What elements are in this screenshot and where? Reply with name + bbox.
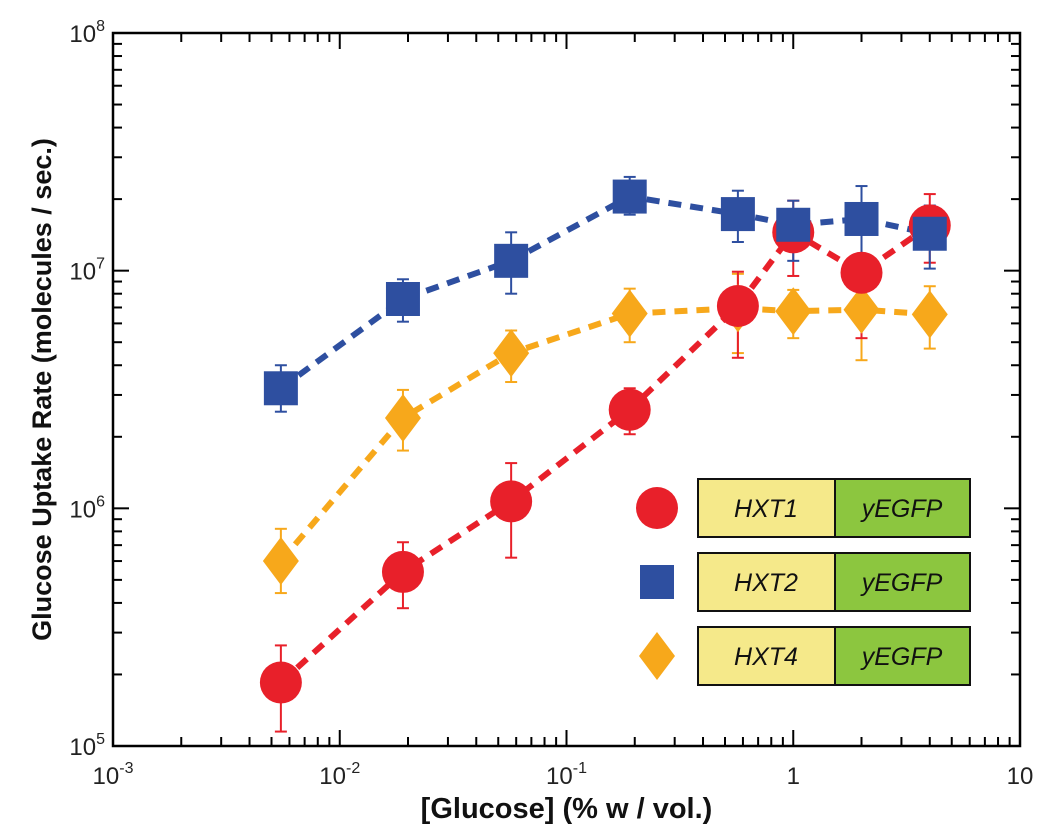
series-line-hxt2 [279, 193, 931, 391]
legend-gfp-label: yEGFP [860, 495, 943, 523]
legend-gfp-box [834, 478, 971, 538]
legend-gfp-box [834, 626, 971, 686]
legend-marker-hxt1 [636, 487, 678, 529]
legend-gene-box [697, 552, 836, 612]
data-point-hxt2 [612, 179, 647, 214]
axis-ticks [112, 33, 1020, 747]
data-point-hxt1 [608, 388, 651, 431]
legend-gene-label: HXT1 [734, 495, 798, 523]
data-point-hxt2 [720, 197, 755, 232]
data-point-hxt1 [259, 661, 302, 704]
tick-labels: 10-3 10-2 10-1 1 10 105 106 107 108 [69, 18, 1033, 790]
legend-gene-box [697, 478, 836, 538]
data-point-hxt2 [776, 207, 811, 242]
legend-gfp-label: yEGFP [860, 569, 943, 597]
data-point-hxt1 [716, 285, 759, 328]
x-tick-label: 10-1 [546, 760, 587, 790]
x-axis-title: [Glucose] (% w / vol.) [421, 793, 713, 825]
data-point-hxt4 [611, 289, 648, 338]
x-tick-label: 10-3 [93, 760, 134, 790]
data-point-hxt1 [490, 480, 533, 523]
data-point-hxt1 [381, 550, 424, 593]
data-point-hxt4 [262, 537, 299, 586]
data-point-hxt4 [843, 285, 880, 334]
legend-gfp-box [834, 552, 971, 612]
data-point-hxt2 [844, 201, 879, 236]
plot-frame [111, 31, 1022, 748]
legend: HXT1 yEGFP HXT2 yEGFP HXT4 yEGFP [636, 478, 971, 686]
y-tick-label: 107 [69, 256, 105, 286]
y-tick-label: 106 [69, 493, 105, 523]
data-point-hxt2 [912, 216, 947, 251]
legend-marker-hxt2 [640, 565, 674, 599]
legend-gene-label: HXT4 [734, 643, 798, 671]
series-line-hxt4 [278, 305, 931, 564]
data-markers [259, 179, 951, 704]
legend-gene-label: HXT2 [734, 569, 798, 597]
data-point-hxt1 [840, 251, 883, 294]
x-tick-label: 10 [1007, 763, 1034, 790]
y-axis-title: Glucose Uptake Rate (molecules / sec.) [27, 138, 57, 641]
x-tick-label: 10-2 [319, 760, 360, 790]
legend-gfp-label: yEGFP [860, 643, 943, 671]
series-line-hxt1 [278, 222, 932, 685]
data-point-hxt4 [493, 329, 530, 378]
data-point-hxt4 [775, 287, 812, 336]
y-tick-label: 108 [69, 18, 105, 48]
y-tick-label: 105 [69, 731, 105, 761]
data-point-hxt2 [494, 243, 529, 278]
data-point-hxt2 [263, 371, 298, 406]
data-point-hxt4 [911, 290, 948, 339]
x-tick-label: 1 [787, 763, 800, 790]
data-point-hxt2 [385, 281, 420, 316]
legend-marker-hxt4 [639, 632, 675, 680]
data-point-hxt4 [384, 393, 421, 442]
